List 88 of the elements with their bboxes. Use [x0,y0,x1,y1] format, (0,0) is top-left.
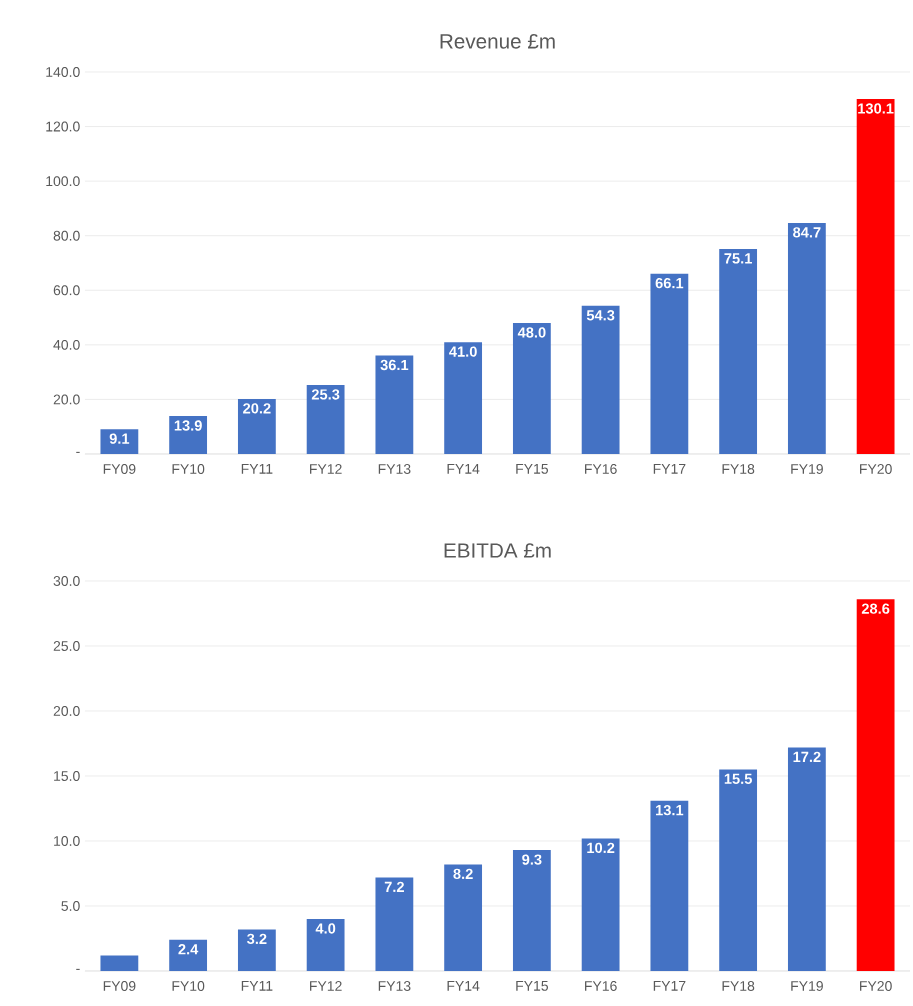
bar [444,342,483,454]
data-label: 13.1 [656,804,684,816]
data-label: 84.7 [793,227,821,238]
x-tick-label: FY20 [860,464,892,474]
y-tick-label: 30.0 [53,576,80,586]
x-tick-label: FY09 [103,981,136,991]
x-tick-label: FY19 [791,981,823,991]
y-tick-label: 140.0 [46,67,80,77]
x-tick-label: FY14 [447,464,480,474]
data-label: 75.1 [724,253,752,264]
data-label: 54.3 [586,310,615,321]
x-tick-label: FY12 [310,981,342,991]
data-label: 130.1 [858,103,894,114]
bar [444,864,483,971]
x-tick-label: FY10 [172,981,205,991]
x-tick-label: FY18 [722,981,755,991]
y-tick-label: 15.0 [54,771,80,781]
y-tick-label: 40.0 [53,339,80,350]
data-label: 36.1 [380,359,409,371]
y-tick-label: - [76,968,80,970]
data-label: 10.2 [587,842,615,854]
y-tick-label: 20.0 [53,394,80,405]
data-label: 15.5 [724,773,752,784]
bar [719,249,758,454]
x-tick-label: FY20 [860,981,892,991]
y-tick-label: - [76,451,80,453]
x-tick-label: FY11 [241,464,273,474]
data-label: 2.4 [178,944,199,955]
x-tick-label: FY12 [310,464,342,474]
data-label: 28.6 [861,603,890,614]
bar [650,800,689,971]
x-tick-label: FY13 [378,464,411,474]
y-tick-label: 25.0 [53,641,80,651]
x-tick-label: FY16 [585,464,617,474]
bar [787,747,826,971]
bar [375,877,414,971]
data-label: 9.3 [522,854,542,865]
x-tick-label: FY15 [516,464,549,474]
chart-title: Revenue £m [440,33,555,49]
data-label: 13.9 [174,420,202,431]
x-tick-label: FY10 [172,464,205,474]
data-label: 48.0 [517,327,546,338]
data-label: 4.0 [315,923,336,934]
bar [169,416,208,454]
x-tick-label: FY15 [516,981,549,991]
x-tick-label: FY09 [103,464,136,474]
data-label: 3.2 [247,933,267,945]
data-label: 25.3 [311,389,340,400]
bar [100,429,139,454]
data-label: 20.2 [243,403,271,414]
bar [856,99,895,454]
x-tick-label: FY14 [447,981,480,991]
y-tick-label: 120.0 [46,121,80,132]
data-label: 9.1 [109,433,130,444]
x-tick-label: FY16 [585,981,617,991]
y-tick-label: 100.0 [46,176,80,187]
bar [650,273,689,454]
bar [787,222,826,454]
chart-title: EBITDA £m [444,543,551,558]
data-label: 7.2 [384,881,404,892]
x-tick-label: FY18 [722,464,755,474]
data-label: 41.0 [449,346,477,357]
y-tick-label: 20.0 [53,706,80,716]
y-tick-label: 60.0 [53,285,80,296]
bar [169,939,208,971]
x-tick-label: FY13 [378,981,411,991]
bar [375,355,414,454]
bar [237,398,276,454]
x-tick-label: FY17 [653,464,686,474]
bar [512,850,551,971]
bar [237,929,276,971]
y-tick-label: 10.0 [54,836,80,846]
bar [856,599,895,971]
y-tick-label: 80.0 [53,230,80,241]
bar [719,769,758,971]
bar [306,919,345,971]
x-tick-label: FY17 [653,981,686,991]
data-label: 66.1 [655,277,684,289]
bar [581,838,620,971]
bar [100,955,139,971]
data-label: 8.2 [453,868,473,880]
bar [512,323,551,454]
data-label: 17.2 [793,751,821,762]
bar [581,305,620,454]
y-tick-label: 5.0 [61,901,80,911]
x-tick-label: FY19 [791,464,823,474]
bar [306,384,345,454]
x-tick-label: FY11 [241,981,273,991]
